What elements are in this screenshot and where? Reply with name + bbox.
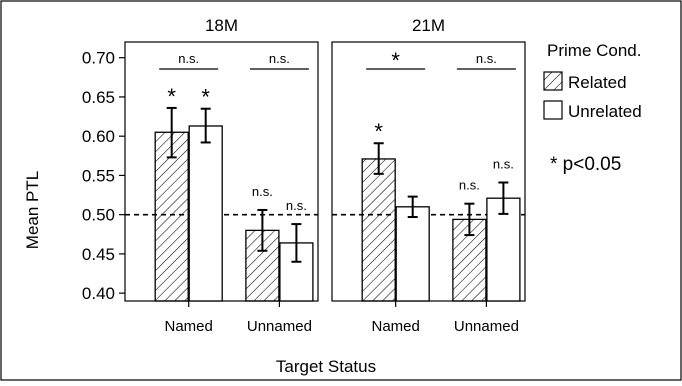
panel-title: 21M [412, 16, 445, 35]
comparison-label: n.s. [269, 51, 290, 66]
plot-layer: 0.40 0.45 0.50 0.55 0.60 0.65 0.70 18M Named * * n.… [82, 16, 526, 335]
bar [154, 131, 189, 302]
y-tick-label: 0.65 [82, 88, 115, 107]
legend-swatch-related [543, 71, 563, 91]
bar [361, 158, 396, 302]
bar [188, 125, 223, 302]
significance-note: * p<0.05 [550, 154, 621, 175]
y-tick-label: 0.60 [82, 127, 115, 146]
x-axis-label: Target Status [276, 357, 376, 376]
legend-swatch-unrelated [543, 100, 563, 120]
comparison-label: n.s. [178, 51, 199, 66]
legend-title: Prime Cond. [547, 41, 641, 60]
x-tick-label: Unnamed [247, 318, 312, 335]
bar [395, 206, 430, 302]
significance-mark: n.s. [252, 184, 273, 199]
y-tick-label: 0.40 [82, 284, 115, 303]
y-tick-label: 0.55 [82, 166, 115, 185]
significance-mark: * [201, 85, 210, 110]
comparison-label: n.s. [476, 51, 497, 66]
y-axis-label: Mean PTL [23, 171, 42, 249]
x-tick-label: Named [165, 318, 213, 335]
panel-title: 18M [205, 16, 238, 35]
comparison-label: * [391, 48, 400, 73]
significance-mark: n.s. [459, 178, 480, 193]
y-tick-label: 0.70 [82, 49, 115, 68]
y-tick-label: 0.45 [82, 245, 115, 264]
significance-mark: * [374, 119, 383, 144]
x-tick-label: Unnamed [454, 318, 519, 335]
significance-mark: n.s. [286, 198, 307, 213]
x-tick-label: Named [372, 318, 420, 335]
significance-mark: * [167, 84, 176, 109]
significance-mark: n.s. [493, 156, 514, 171]
y-tick-label: 0.50 [82, 206, 115, 225]
legend-label-related: Related [568, 73, 627, 92]
legend-label-unrelated: Unrelated [568, 102, 642, 121]
bar [452, 218, 487, 302]
